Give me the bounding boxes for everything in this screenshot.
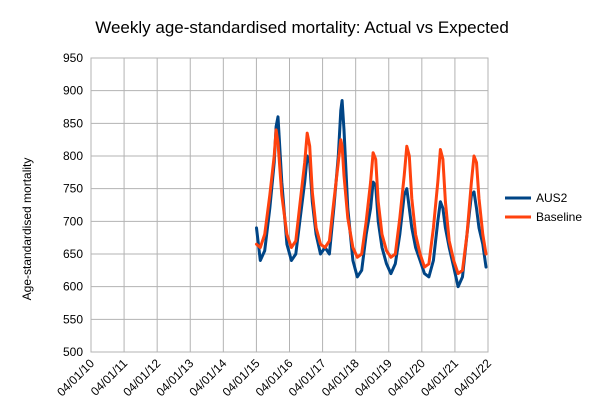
y-tick-label: 550 [63,312,83,326]
y-tick-label: 500 [63,345,83,359]
legend: AUS2 Baseline [505,191,582,224]
legend-label: Baseline [536,210,582,224]
plot-area-frame [90,57,489,353]
y-axis-title: Age-standardised mortality [20,158,34,301]
series-line-1 [255,128,488,276]
series-lines [255,99,488,289]
y-tick-label: 600 [63,280,83,294]
y-tick-label: 850 [63,116,83,130]
chart-title: Weekly age-standardised mortality: Actua… [95,18,509,37]
legend-label: AUS2 [536,191,568,205]
y-axis-ticks: 500 550 600 650 700 750 800 850 900 950 [63,51,83,359]
y-tick-label: 950 [63,51,83,65]
y-tick-label: 650 [63,247,83,261]
y-tick-label: 800 [63,149,83,163]
y-tick-label: 700 [63,214,83,228]
y-tick-label: 750 [63,182,83,196]
y-tick-label: 900 [63,84,83,98]
